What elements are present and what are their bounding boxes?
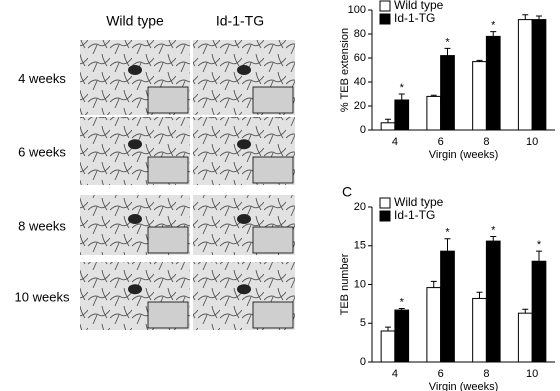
legend-label: Wild type (394, 195, 444, 209)
inset (147, 301, 189, 329)
y-tick-label: 10 (354, 278, 366, 290)
significance: * (400, 82, 405, 94)
x-tick-label: 8 (483, 136, 489, 148)
inset (147, 86, 189, 114)
lymph-node (237, 284, 251, 295)
significance: * (537, 239, 542, 251)
legend-label: Wild type (394, 0, 444, 12)
x-axis-label: Virgin (weeks) (429, 381, 499, 391)
error-bar (444, 47, 451, 56)
x-tick-label: 6 (438, 136, 444, 148)
bar (394, 309, 410, 363)
lymph-node (237, 65, 251, 75)
legend-label: Id-1-TG (394, 208, 435, 222)
x-tick-label: 8 (483, 368, 489, 380)
bar (485, 240, 501, 363)
y-tick-label: 5 (360, 317, 366, 329)
y-tick-label: 0 (360, 124, 366, 136)
bar (485, 35, 501, 131)
error-bar (398, 308, 405, 311)
error-bar (398, 93, 405, 100)
lymph-node (237, 139, 251, 150)
y-tick-label: 0 (360, 356, 366, 368)
x-tick-label: 4 (392, 368, 398, 380)
error-bar (490, 235, 497, 242)
significance: * (400, 296, 405, 308)
bar (517, 19, 533, 131)
legend-swatch (379, 0, 391, 12)
y-tick-label: 15 (354, 240, 366, 252)
column-header: Id-1-TG (216, 13, 264, 29)
y-tick-label: 40 (354, 76, 366, 88)
y-tick-label: 20 (354, 201, 366, 213)
error-bar (522, 308, 529, 314)
bar (426, 287, 442, 363)
legend-swatch (379, 197, 391, 209)
bar (472, 297, 487, 363)
column-header: Wild type (106, 13, 164, 29)
bar (531, 260, 547, 363)
bar (472, 61, 487, 131)
row-label: 8 weeks (18, 218, 66, 233)
error-bar (535, 15, 542, 20)
y-axis-label: % TEB extension (339, 28, 351, 112)
y-tick-label: 80 (354, 28, 366, 40)
error-bar (430, 280, 437, 288)
significance: * (491, 20, 496, 32)
error-bar (385, 326, 392, 331)
legend-swatch (379, 13, 391, 25)
error-bar (385, 118, 392, 123)
inset (147, 226, 189, 254)
error-bar (430, 94, 437, 97)
y-axis-label: TEB number (339, 253, 351, 315)
error-bar (490, 31, 497, 37)
x-tick-label: 10 (526, 136, 538, 148)
row-label: 6 weeks (18, 144, 66, 159)
inset (252, 226, 294, 254)
row-label: 10 weeks (15, 289, 70, 304)
significance: * (445, 36, 450, 48)
error-bar (444, 238, 451, 252)
x-tick-label: 10 (526, 368, 538, 380)
error-bar (476, 291, 483, 299)
error-bar (522, 14, 529, 20)
legend-swatch (379, 210, 391, 222)
bar (517, 312, 533, 363)
lymph-node (128, 214, 142, 224)
significance: * (491, 224, 496, 236)
error-bar (476, 59, 483, 62)
lymph-node (128, 65, 142, 75)
row-label: 4 weeks (18, 71, 66, 86)
legend-label: Id-1-TG (394, 11, 435, 25)
inset (252, 301, 294, 329)
panel-label: C (342, 184, 352, 200)
bar (440, 250, 455, 363)
x-axis-label: Virgin (weeks) (429, 149, 499, 161)
x-tick-label: 6 (438, 368, 444, 380)
inset (252, 86, 294, 114)
inset (252, 156, 294, 184)
y-tick-label: 100 (348, 4, 366, 16)
bar (531, 19, 547, 131)
bar (380, 330, 396, 363)
lymph-node (237, 214, 251, 224)
lymph-node (128, 139, 142, 150)
bar (380, 122, 396, 131)
error-bar (535, 250, 542, 262)
y-tick-label: 20 (354, 100, 366, 112)
bar (440, 55, 455, 131)
bar (426, 95, 442, 131)
y-tick-label: 60 (354, 52, 366, 64)
lymph-node (128, 284, 142, 295)
significance: * (445, 227, 450, 239)
inset (147, 156, 189, 184)
x-tick-label: 4 (392, 136, 398, 148)
bar (394, 99, 410, 131)
